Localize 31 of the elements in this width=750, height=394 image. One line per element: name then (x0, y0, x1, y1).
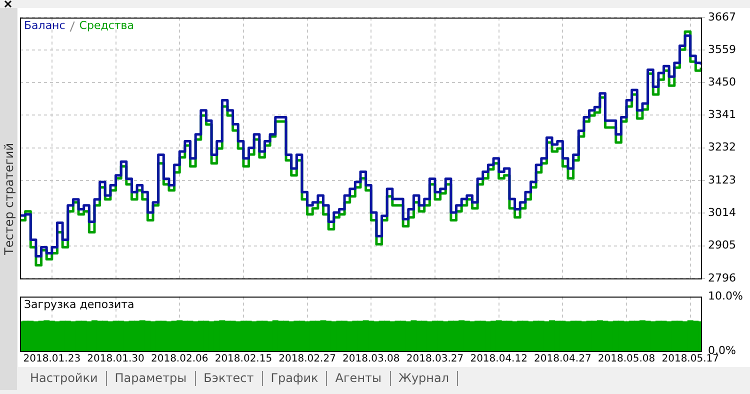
y-tick-label: 3232 (708, 140, 736, 154)
text: Журнал (390, 371, 458, 386)
x-tick-label: 2018.03.08 (342, 354, 400, 365)
y-tick-label: 3667 (708, 10, 736, 24)
text: График (262, 371, 328, 386)
text: Агенты (327, 371, 391, 386)
text: Бэктест (196, 371, 263, 386)
text: Баланс (24, 18, 66, 32)
x-tick-label: 2018.01.23 (23, 354, 81, 365)
y-tick-label: 3014 (708, 206, 736, 219)
y-tick-label: 10.0% (708, 289, 743, 302)
y-tick-label: 2796 (708, 271, 736, 284)
x-tick-label: 2018.05.17 (662, 354, 719, 365)
x-tick-label: 2018.02.27 (278, 354, 336, 365)
text: Настройки (22, 371, 107, 386)
x-tick-label: 2018.04.27 (534, 354, 592, 365)
text: Тестер стратегий (2, 143, 16, 255)
x-tick-label: 2018.04.12 (470, 354, 528, 365)
chart-title: Загрузка депозита (24, 298, 134, 311)
x-tick-label: 2018.02.15 (214, 354, 272, 365)
y-tick-label: 3559 (708, 42, 736, 56)
x-tick-label: 2018.01.30 (87, 354, 144, 365)
text: Средства (79, 18, 134, 32)
y-tick-label: 2905 (708, 238, 736, 252)
text: Параметры (106, 371, 196, 386)
y-tick-label: 3450 (708, 75, 736, 88)
y-tick-label: 3341 (708, 108, 736, 122)
x-tick-label: 2018.03.27 (406, 354, 464, 365)
x-tick-label: 2018.02.06 (150, 354, 208, 365)
y-tick-label: 3123 (708, 173, 736, 186)
x-tick-label: 2018.05.08 (598, 354, 656, 365)
